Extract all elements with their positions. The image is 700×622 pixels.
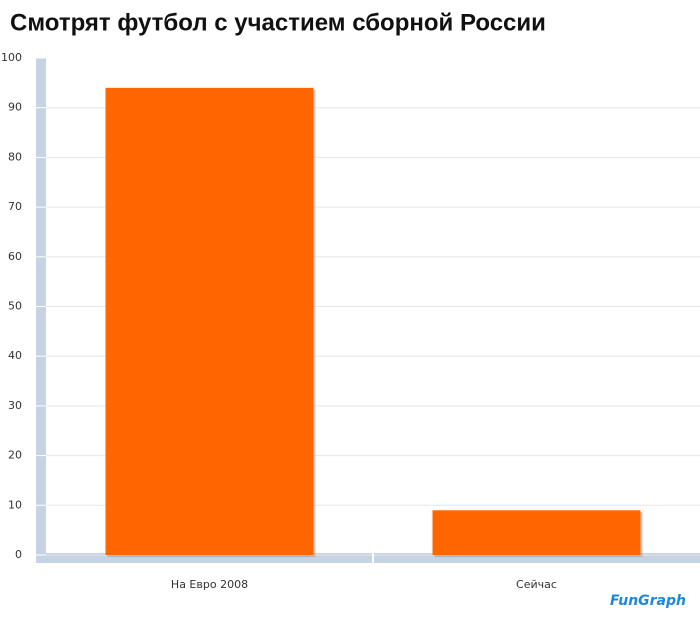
- y-axis: [36, 58, 46, 563]
- x-axis: [36, 553, 700, 563]
- x-tick-label: Сейчас: [516, 578, 557, 591]
- y-tick-label: 0: [15, 548, 22, 561]
- bar: [432, 510, 641, 555]
- chart-title: Смотрят футбол с участием сборной России: [10, 9, 546, 36]
- y-tick-label: 80: [8, 150, 22, 163]
- y-tick-label: 40: [8, 349, 22, 362]
- y-tick-label: 50: [8, 300, 22, 313]
- y-tick-label: 90: [8, 101, 22, 114]
- watermark: FunGraph: [610, 593, 686, 609]
- y-tick-label: 70: [8, 200, 22, 213]
- x-tick-label: На Евро 2008: [171, 578, 248, 591]
- bar: [105, 87, 314, 555]
- y-tick-label: 30: [8, 399, 22, 412]
- y-tick-label: 60: [8, 250, 22, 263]
- y-tick-label: 10: [8, 498, 22, 511]
- y-tick-label: 100: [1, 51, 22, 64]
- y-tick-label: 20: [8, 449, 22, 462]
